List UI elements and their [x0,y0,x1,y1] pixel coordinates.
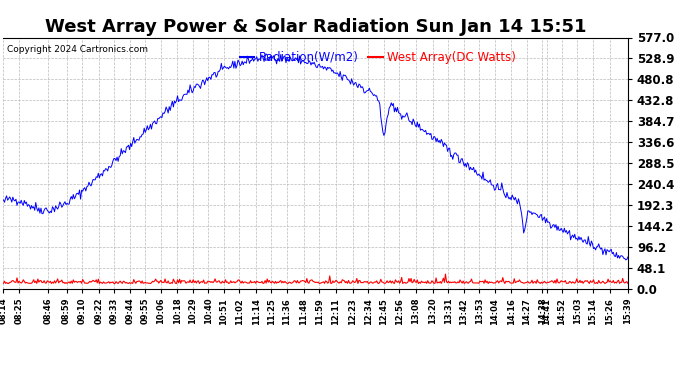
Title: West Array Power & Solar Radiation Sun Jan 14 15:51: West Array Power & Solar Radiation Sun J… [45,18,586,36]
Legend: Radiation(W/m2), West Array(DC Watts): Radiation(W/m2), West Array(DC Watts) [235,46,521,68]
Text: Copyright 2024 Cartronics.com: Copyright 2024 Cartronics.com [7,45,148,54]
